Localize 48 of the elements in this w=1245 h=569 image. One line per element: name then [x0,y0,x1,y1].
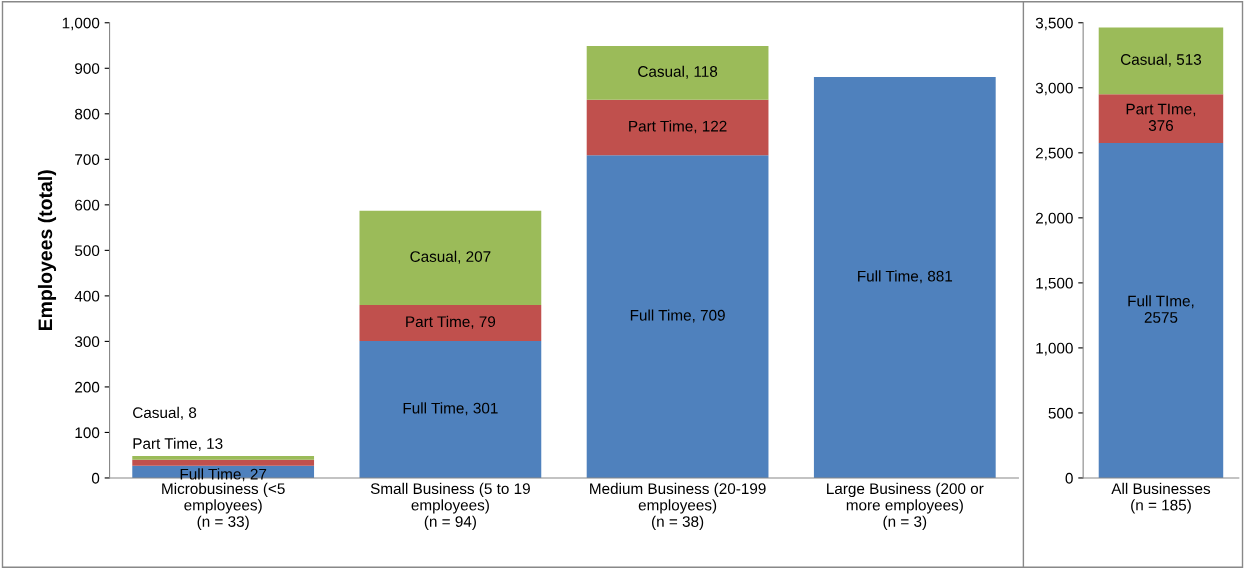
x-tick-label: All Businesses (n = 185) [1111,482,1211,514]
data-label: Part Time, 122 [629,120,727,134]
bar [359,340,542,478]
data-label: Full Time, 881 [858,270,953,284]
y-tick-label: 0 [1065,472,1073,484]
bar [586,45,769,100]
y-axis-title: Employees (total) [37,170,57,331]
bar [813,76,996,478]
bar [586,99,769,156]
y-tick-label: 300 [74,336,100,348]
data-label: Part Time, 13 [133,437,223,451]
data-label: Full Time, 709 [630,309,725,323]
y-tick-label: 500 [74,245,100,257]
y-tick-label: 400 [74,290,100,302]
bar [132,456,315,460]
data-label: Casual, 8 [133,406,197,420]
data-label: Full Time, 301 [403,402,498,416]
y-tick-label: 1,500 [1036,277,1073,291]
y-tick-label: 200 [75,381,100,393]
y-tick-label: 3,500 [1035,17,1073,31]
y-tick-label: 1,000 [62,17,100,31]
bar [359,304,542,341]
data-label: Casual, 513 [1120,53,1202,67]
y-tick-label: 500 [1048,407,1073,419]
x-tick-label: Microbusiness (<5 employees) (n = 33) [162,482,285,530]
y-tick-label: 700 [75,154,100,166]
y-tick-label: 2,000 [1035,212,1073,226]
y-tick-label: 0 [91,472,100,484]
y-tick-label: 2,500 [1035,147,1073,161]
bar [586,155,769,478]
data-label: Casual, 207 [410,250,491,264]
bar [1098,27,1224,95]
x-tick-label: Small Business (5 to 19 employees) (n = 94) [370,482,530,530]
y-tick-label: 800 [75,108,100,120]
y-tick-label: 100 [75,427,100,439]
bar [1098,94,1224,144]
y-tick-label: 1,000 [1036,342,1073,356]
y-tick-label: 600 [75,199,100,211]
bar [359,210,542,305]
data-label: Casual, 118 [638,65,718,79]
data-label: Part TIme, 376 [1126,103,1196,131]
x-tick-label: Large Business (200 or more employees) (n = 3) [827,482,984,530]
y-tick-label: 900 [75,63,100,74]
data-label: Part Time, 79 [406,315,496,329]
data-label: Full TIme, 2575 [1128,295,1194,323]
y-tick-label: 3,000 [1035,82,1073,96]
x-tick-label: Medium Business (20-199 employees) (n = 38) [590,482,766,530]
bar [132,459,315,466]
